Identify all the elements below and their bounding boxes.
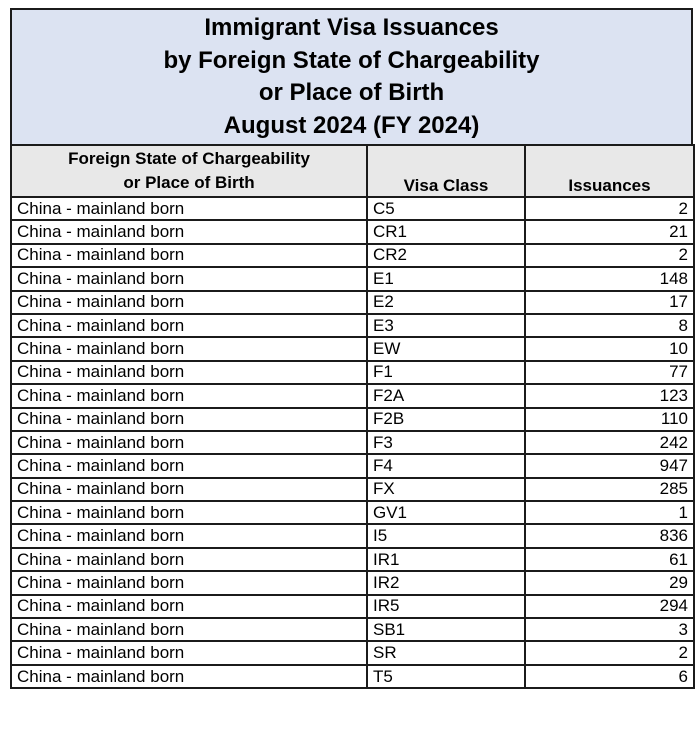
cell-visa-class: F1 (366, 359, 526, 386)
cell-place: China - mainland born (10, 312, 368, 339)
cell-issuances: 77 (524, 359, 695, 386)
table-row: China - mainland born C5 2 (10, 195, 695, 222)
cell-place: China - mainland born (10, 429, 368, 456)
cell-place: China - mainland born (10, 546, 368, 573)
cell-place: China - mainland born (10, 617, 368, 643)
title-line-3: or Place of Birth (258, 79, 445, 106)
cell-place: China - mainland born (10, 476, 368, 503)
header-row: Foreign State of Chargeability or Place … (10, 144, 695, 198)
cell-issuances: 148 (524, 266, 695, 292)
table-row: China - mainland born I5 836 (10, 523, 695, 549)
cell-place: China - mainland born (10, 640, 368, 666)
cell-visa-class: F2A (366, 383, 526, 409)
cell-visa-class: IR1 (366, 546, 526, 573)
cell-place: China - mainland born (10, 593, 368, 620)
cell-visa-class: SB1 (366, 617, 526, 643)
cell-visa-class: IR5 (366, 593, 526, 620)
cell-visa-class: E2 (366, 289, 526, 315)
table-row: China - mainland born E3 8 (10, 312, 695, 339)
table-row: China - mainland born T5 6 (10, 663, 695, 690)
table-row: China - mainland born E1 148 (10, 266, 695, 292)
table-row: China - mainland born F4 947 (10, 453, 695, 479)
cell-issuances: 2 (524, 195, 695, 222)
table-row: China - mainland born F2A 123 (10, 383, 695, 409)
cell-place: China - mainland born (10, 500, 368, 526)
cell-visa-class: T5 (366, 663, 526, 690)
table-row: China - mainland born SB1 3 (10, 617, 695, 643)
issuances-table: Foreign State of Chargeability or Place … (10, 144, 695, 690)
cell-visa-class: F2B (366, 406, 526, 432)
cell-visa-class: F3 (366, 429, 526, 456)
cell-issuances: 21 (524, 219, 695, 245)
cell-visa-class: EW (366, 336, 526, 362)
cell-issuances: 17 (524, 289, 695, 315)
cell-issuances: 242 (524, 429, 695, 456)
column-header-place-line2: or Place of Birth (123, 173, 255, 192)
cell-visa-class: C5 (366, 195, 526, 222)
cell-visa-class: GV1 (366, 500, 526, 526)
cell-visa-class: E3 (366, 312, 526, 339)
cell-visa-class: IR2 (366, 570, 526, 596)
visa-issuances-document: Immigrant Visa Issuances by Foreign Stat… (10, 8, 695, 690)
cell-issuances: 10 (524, 336, 695, 362)
cell-issuances: 2 (524, 242, 695, 269)
cell-place: China - mainland born (10, 195, 368, 222)
cell-place: China - mainland born (10, 523, 368, 549)
table-row: China - mainland born F2B 110 (10, 406, 695, 432)
cell-place: China - mainland born (10, 242, 368, 269)
column-header-issuances: Issuances (524, 144, 695, 198)
cell-visa-class: I5 (366, 523, 526, 549)
cell-place: China - mainland born (10, 359, 368, 386)
cell-issuances: 836 (524, 523, 695, 549)
cell-issuances: 8 (524, 312, 695, 339)
column-header-visa-class: Visa Class (366, 144, 526, 198)
table-row: China - mainland born FX 285 (10, 476, 695, 503)
cell-issuances: 123 (524, 383, 695, 409)
cell-issuances: 110 (524, 406, 695, 432)
table-row: China - mainland born SR 2 (10, 640, 695, 666)
title-line-1: Immigrant Visa Issuances (204, 14, 499, 41)
column-header-place: Foreign State of Chargeability or Place … (10, 144, 368, 198)
cell-place: China - mainland born (10, 453, 368, 479)
cell-issuances: 285 (524, 476, 695, 503)
table-row: China - mainland born CR1 21 (10, 219, 695, 245)
cell-place: China - mainland born (10, 383, 368, 409)
title-line-4: August 2024 (FY 2024) (223, 111, 480, 139)
table-body: China - mainland born C5 2 China - mainland… (10, 195, 695, 690)
cell-issuances: 29 (524, 570, 695, 596)
cell-visa-class: E1 (366, 266, 526, 292)
cell-issuances: 6 (524, 663, 695, 690)
cell-place: China - mainland born (10, 336, 368, 362)
table-row: China - mainland born IR1 61 (10, 546, 695, 573)
table-row: China - mainland born F3 242 (10, 429, 695, 456)
document-title: Immigrant Visa Issuances by Foreign Stat… (10, 8, 693, 146)
table-row: China - mainland born GV1 1 (10, 500, 695, 526)
cell-issuances: 1 (524, 500, 695, 526)
table-row: China - mainland born IR2 29 (10, 570, 695, 596)
table-row: China - mainland born E2 17 (10, 289, 695, 315)
cell-place: China - mainland born (10, 663, 368, 690)
column-header-place-line1: Foreign State of Chargeability (68, 149, 310, 168)
cell-place: China - mainland born (10, 570, 368, 596)
cell-issuances: 61 (524, 546, 695, 573)
cell-visa-class: CR2 (366, 242, 526, 269)
cell-place: China - mainland born (10, 289, 368, 315)
cell-issuances: 2 (524, 640, 695, 666)
cell-visa-class: FX (366, 476, 526, 503)
cell-place: China - mainland born (10, 219, 368, 245)
cell-issuances: 3 (524, 617, 695, 643)
cell-place: China - mainland born (10, 406, 368, 432)
cell-issuances: 294 (524, 593, 695, 620)
table-row: China - mainland born CR2 2 (10, 242, 695, 269)
title-line-2: by Foreign State of Chargeability (163, 46, 540, 74)
cell-visa-class: CR1 (366, 219, 526, 245)
table-row: China - mainland born F1 77 (10, 359, 695, 386)
table-row: China - mainland born EW 10 (10, 336, 695, 362)
cell-visa-class: SR (366, 640, 526, 666)
table-row: China - mainland born IR5 294 (10, 593, 695, 620)
cell-visa-class: F4 (366, 453, 526, 479)
cell-issuances: 947 (524, 453, 695, 479)
cell-place: China - mainland born (10, 266, 368, 292)
